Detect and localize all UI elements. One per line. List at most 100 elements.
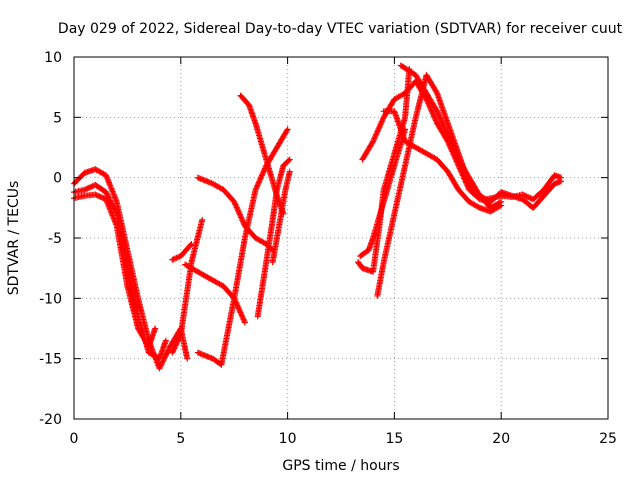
data-point-marker (100, 195, 107, 202)
data-point-marker (498, 202, 505, 209)
data-point-marker (162, 337, 169, 344)
data-point-marker (152, 325, 159, 332)
series-arc-5 (169, 241, 195, 263)
data-point-marker (171, 344, 178, 351)
series-arc-16 (380, 108, 505, 215)
data-point-marker (175, 335, 182, 342)
data-point-marker (519, 191, 526, 198)
data-point-marker (526, 194, 533, 201)
data-point-marker (176, 334, 183, 341)
data-point-marker (169, 348, 176, 355)
data-point-marker (285, 157, 292, 164)
y-tick-label: -20 (39, 412, 62, 428)
data-point-marker (97, 193, 104, 200)
data-point-marker (163, 350, 170, 357)
y-tick-label: -10 (39, 291, 62, 307)
y-tick-label: 5 (53, 110, 62, 126)
y-tick-label: 10 (44, 50, 62, 66)
series-arc-3 (71, 191, 159, 350)
data-point-marker (159, 359, 166, 366)
data-point-marker (85, 184, 92, 191)
data-point-marker (99, 194, 106, 201)
data-point-marker (433, 88, 440, 95)
data-point-marker (104, 191, 111, 198)
series-arc-8 (194, 174, 276, 254)
series-arc-9 (237, 92, 287, 217)
series-arc-7 (194, 126, 291, 368)
x-tick-label: 25 (599, 431, 617, 447)
data-point-marker (523, 193, 530, 200)
data-point-marker (173, 341, 180, 348)
data-point-marker (173, 339, 180, 346)
grid-lines (74, 57, 608, 419)
data-point-marker (524, 193, 531, 200)
data-point-marker (83, 186, 90, 193)
series-arc-17 (397, 62, 565, 211)
data-point-marker (475, 204, 482, 211)
x-tick-label: 0 (70, 431, 79, 447)
data-point-marker (175, 337, 182, 344)
data-point-marker (84, 185, 91, 192)
data-point-marker (95, 192, 102, 199)
data-point-marker (520, 192, 527, 199)
series-arc-13 (357, 126, 409, 260)
x-tick-label: 10 (279, 431, 297, 447)
data-point-marker (170, 346, 177, 353)
data-point-marker (158, 361, 165, 368)
y-tick-label: -5 (48, 231, 62, 247)
x-tick-label: 20 (492, 431, 510, 447)
data-point-marker (283, 127, 290, 134)
data-point-marker (286, 168, 293, 175)
y-axis-label: SDTVAR / TECUs (6, 181, 22, 296)
data-point-marker (241, 319, 248, 326)
data-point-marker (174, 338, 181, 345)
data-point-marker (172, 342, 179, 349)
data-point-marker (160, 357, 167, 364)
series-arc-12 (355, 66, 413, 275)
data-point-marker (558, 174, 565, 181)
data-point-marker (157, 362, 164, 369)
data-point-marker (156, 365, 163, 372)
data-point-marker (369, 139, 376, 146)
plot-frame (73, 56, 609, 420)
data-point-marker (188, 241, 195, 248)
data-point-marker (164, 349, 171, 356)
x-axis-label: GPS time / hours (282, 458, 399, 474)
data-point-marker (433, 107, 440, 114)
data-point-marker (163, 351, 170, 358)
axis-ticks: 0 5 10 15 20 25 -20 -15 -10 -5 0 5 10 (39, 50, 617, 447)
data-point-marker (92, 191, 99, 198)
data-point-marker (199, 216, 206, 223)
series-arc-10 (254, 156, 293, 320)
data-point-marker (105, 193, 112, 200)
data-series (71, 62, 565, 372)
data-point-marker (88, 183, 95, 190)
data-point-marker (159, 358, 166, 365)
series-arc-11 (269, 168, 293, 266)
data-point-marker (157, 363, 164, 370)
data-point-marker (81, 186, 88, 193)
data-point-marker (522, 192, 529, 199)
data-point-marker (103, 189, 110, 196)
data-point-marker (177, 332, 184, 339)
y-tick-label: 0 (53, 171, 62, 187)
x-tick-label: 5 (176, 431, 185, 447)
data-point-marker (87, 184, 94, 191)
data-point-marker (103, 190, 110, 197)
series-arc-15 (374, 72, 505, 299)
data-point-marker (93, 192, 100, 199)
data-point-marker (284, 126, 291, 133)
x-tick-label: 15 (385, 431, 403, 447)
y-tick-label: -15 (39, 352, 62, 368)
series-arc-18 (483, 172, 565, 203)
data-point-marker (187, 242, 194, 249)
chart-title: Day 029 of 2022, Sidereal Day-to-day VTE… (58, 21, 623, 37)
data-point-marker (496, 203, 503, 210)
data-point-marker (184, 355, 191, 362)
data-point-marker (169, 349, 176, 356)
data-point-marker (96, 193, 103, 200)
series-arc-6 (182, 261, 248, 326)
data-point-marker (171, 345, 178, 352)
data-point-marker (162, 353, 169, 360)
